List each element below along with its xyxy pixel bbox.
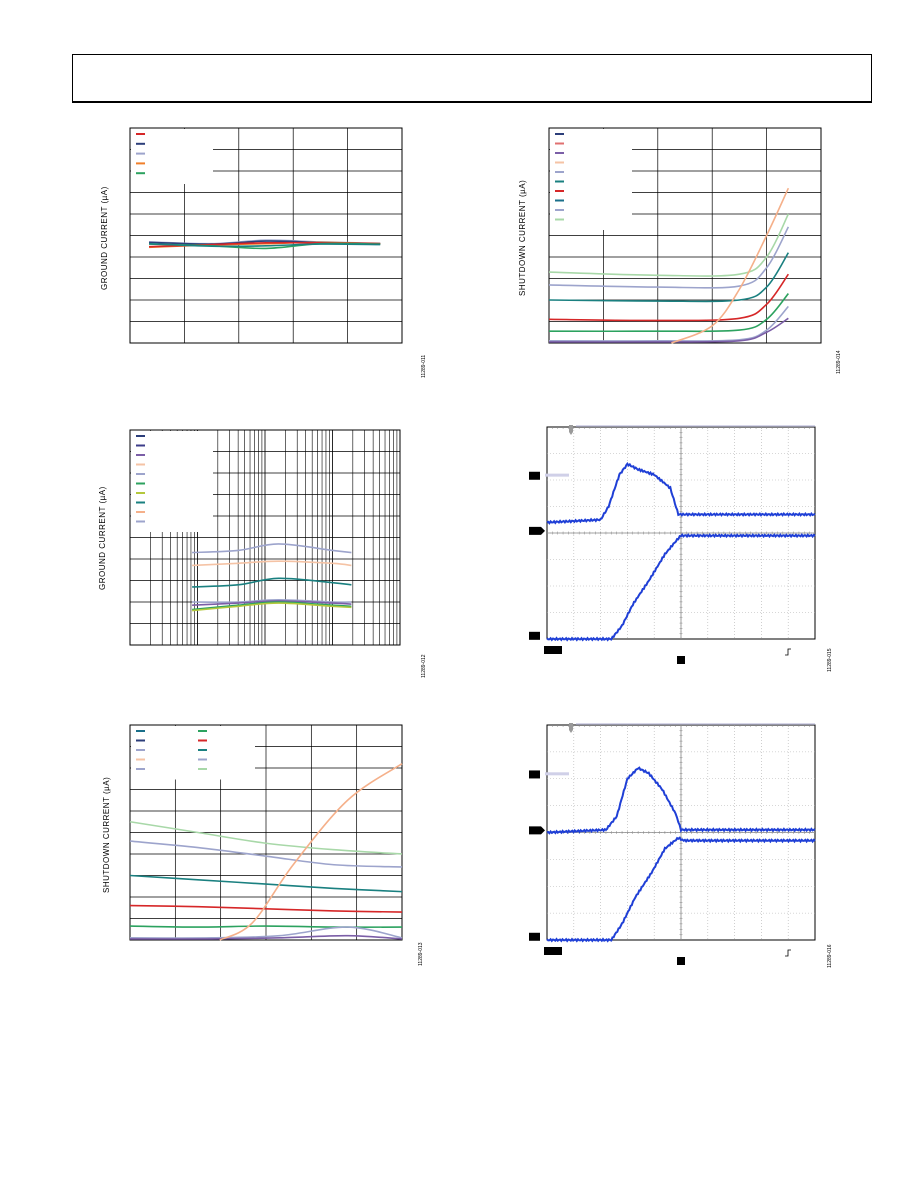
- trigger-edge-icon: [785, 949, 791, 957]
- legend-box: [550, 129, 632, 230]
- series-line-7: [548, 317, 789, 343]
- scope-trace-1: [546, 766, 816, 835]
- legend-box: [131, 129, 213, 184]
- series-line-3: [548, 252, 790, 303]
- series-line-8: [219, 763, 403, 941]
- series-line-7: [129, 934, 403, 940]
- channel-marker: [529, 631, 540, 640]
- scope-status-box: [544, 947, 562, 955]
- series-line-2: [129, 840, 403, 868]
- series-line-8: [671, 187, 790, 344]
- series-line-1: [192, 543, 352, 554]
- series-line-2: [548, 226, 790, 289]
- trigger-marker: [569, 723, 573, 733]
- series-line-1: [548, 213, 790, 277]
- series-line-5: [548, 293, 789, 333]
- shutdown-current-plot-4-svg: [129, 724, 403, 941]
- trigger-marker: [569, 425, 573, 435]
- series-line-4: [548, 273, 790, 322]
- channel-marker-arrow: [529, 526, 545, 535]
- reference-trace-stub: [545, 772, 569, 776]
- scope-capture-2: 11289-016: [529, 723, 833, 968]
- scope-trace-2: [546, 533, 816, 642]
- series-line-3: [129, 874, 403, 893]
- series-line-6: [548, 305, 789, 342]
- shutdown-current-plot-2: SHUTDOWN CURRENT (µA) 11289-014: [0, 0, 918, 400]
- channel-marker: [529, 932, 540, 941]
- ground-current-plot-1-svg: [129, 127, 403, 344]
- channel-marker-arrow: [529, 826, 545, 835]
- ground-current-plot-3-svg: [129, 429, 401, 646]
- trigger-edge-icon: [785, 648, 791, 656]
- series-line-6: [192, 601, 352, 611]
- scope-trace-1: [546, 461, 816, 525]
- page-header-box: [72, 54, 872, 103]
- series-line-2: [192, 560, 352, 567]
- reference-trace-stub: [545, 473, 569, 477]
- shutdown-current-plot-2-svg: [548, 127, 822, 344]
- scope-status-box: [544, 646, 562, 654]
- scope-capture-2-svg: [529, 723, 816, 965]
- scope-capture-1-svg: [529, 425, 816, 664]
- series-line-4: [192, 599, 352, 603]
- series-line-5: [192, 600, 352, 607]
- series-line-6: [149, 242, 381, 248]
- legend-box: [131, 726, 255, 780]
- series-line-6: [129, 926, 403, 939]
- figure-id: 11289-016: [827, 944, 833, 968]
- series-line-3: [192, 577, 352, 588]
- series-line-1: [129, 820, 403, 855]
- scope-trace-2: [546, 836, 816, 943]
- shutdown-current-plot-4: SHUTDOWN CURRENT (µA) 11289-013: [0, 0, 459, 1000]
- channel-marker: [529, 770, 540, 779]
- ground-current-plot-3: GROUND CURRENT (µA) 11289-012: [0, 0, 459, 700]
- channel-marker: [529, 471, 540, 480]
- ground-current-plot-1: GROUND CURRENT (µA) 11289-011: [0, 0, 459, 400]
- series-line-7: [192, 602, 352, 612]
- scope-timebase-marker: [677, 957, 685, 965]
- scope-timebase-marker: [677, 656, 685, 664]
- legend-box: [131, 431, 213, 532]
- series-line-4: [129, 904, 403, 913]
- scope-capture-1: 11289-015: [529, 425, 833, 672]
